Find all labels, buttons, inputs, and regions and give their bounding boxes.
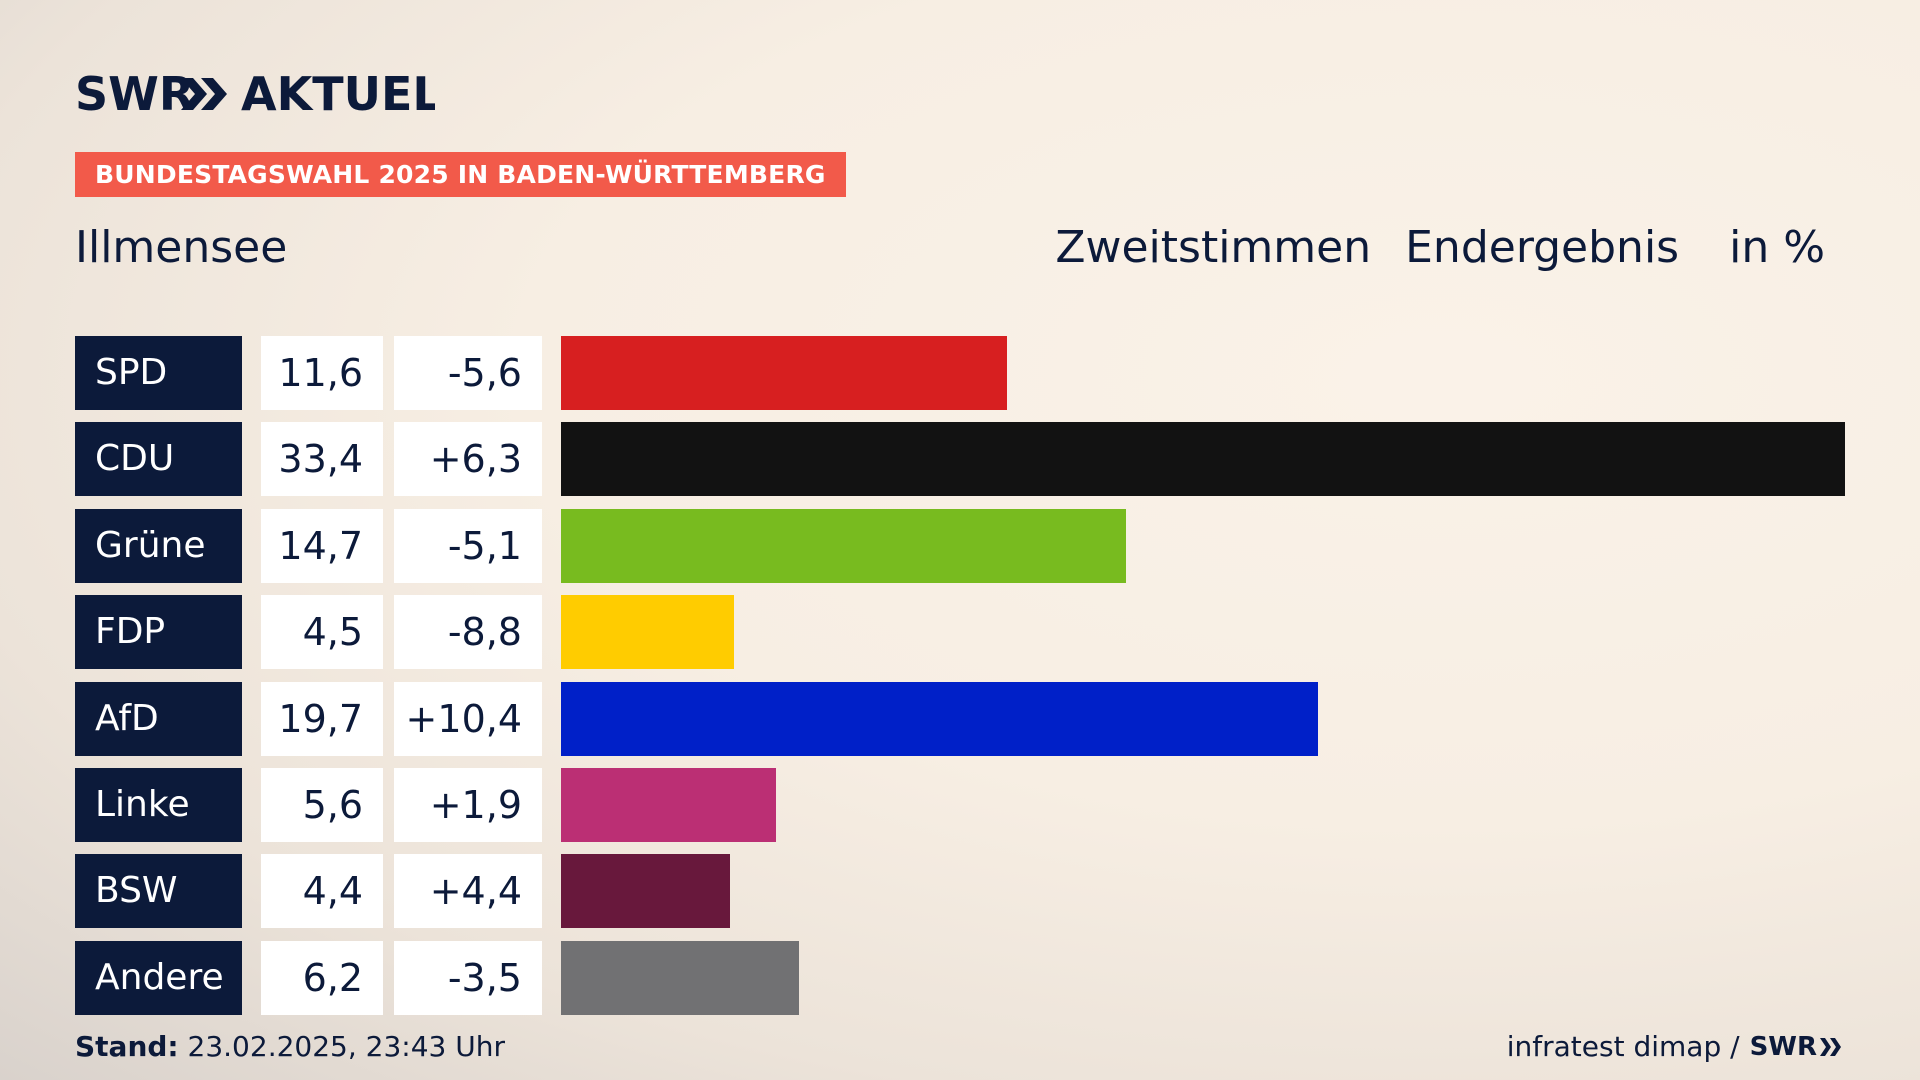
party-label: BSW <box>75 854 242 929</box>
svg-text:AKTUELL: AKTUELL <box>241 67 435 121</box>
place-name: Illmensee <box>75 222 288 273</box>
party-row: Grüne 14,7 -5,1 <box>75 508 1845 583</box>
party-label: Andere <box>75 940 242 1015</box>
result-bar <box>561 681 1318 756</box>
result-bar <box>561 854 730 929</box>
vote-change-value: +10,4 <box>394 681 542 756</box>
vote-share-value: 4,5 <box>261 595 383 670</box>
party-row: FDP 4,5 -8,8 <box>75 595 1845 670</box>
vote-change-value: +1,9 <box>394 768 542 842</box>
source-text: infratest dimap / <box>1506 1030 1740 1063</box>
swr-footer-logo-text: SWR <box>1749 1032 1817 1062</box>
party-label: CDU <box>75 422 242 497</box>
timestamp: Stand: 23.02.2025, 23:43 Uhr <box>75 1030 505 1064</box>
party-label: FDP <box>75 595 242 670</box>
vote-change-value: +4,4 <box>394 854 542 929</box>
vote-change-value: -3,5 <box>394 940 542 1015</box>
vote-change-value: -5,6 <box>394 336 542 410</box>
party-row: SPD 11,6 -5,6 <box>75 336 1845 410</box>
stand-value: 23.02.2025, 23:43 Uhr <box>187 1030 505 1063</box>
result-bar <box>561 336 1007 410</box>
swr-logo-icon: SWR AKTUELL <box>75 67 435 121</box>
unit-label: in % <box>1729 222 1825 273</box>
vote-share-value: 14,7 <box>261 508 383 583</box>
svg-text:SWR: SWR <box>75 67 194 121</box>
bar-track <box>561 768 1845 842</box>
chart-headings: Zweitstimmen Endergebnis in % <box>1055 220 1825 276</box>
party-label: Grüne <box>75 508 242 583</box>
vote-type-label: Zweitstimmen <box>1055 222 1372 273</box>
vote-change-value: +6,3 <box>394 422 542 497</box>
party-row: Andere 6,2 -3,5 <box>75 940 1845 1015</box>
result-bar <box>561 595 734 670</box>
vote-share-value: 5,6 <box>261 768 383 842</box>
party-row: Linke 5,6 +1,9 <box>75 768 1845 842</box>
party-row: BSW 4,4 +4,4 <box>75 854 1845 929</box>
vote-change-value: -5,1 <box>394 508 542 583</box>
election-banner: BUNDESTAGSWAHL 2025 IN BADEN-WÜRTTEMBERG <box>75 152 846 197</box>
party-label: AfD <box>75 681 242 756</box>
swr-aktuell-logo: SWR AKTUELL <box>75 66 435 122</box>
party-row: AfD 19,7 +10,4 <box>75 681 1845 756</box>
bar-track <box>561 595 1845 670</box>
swr-footer-logo: SWR <box>1750 1030 1845 1064</box>
party-label: SPD <box>75 336 242 410</box>
vote-change-value: -8,8 <box>394 595 542 670</box>
result-bar <box>561 768 776 842</box>
result-bar <box>561 508 1126 583</box>
bar-track <box>561 854 1845 929</box>
bar-track <box>561 336 1845 410</box>
result-bar <box>561 422 1845 497</box>
vote-share-value: 19,7 <box>261 681 383 756</box>
party-row: CDU 33,4 +6,3 <box>75 422 1845 497</box>
result-type-label: Endergebnis <box>1405 222 1680 273</box>
bar-track <box>561 940 1845 1015</box>
source-credit: infratest dimap / SWR <box>1507 1030 1845 1064</box>
chevrons-icon <box>1820 1038 1841 1056</box>
vote-share-value: 6,2 <box>261 940 383 1015</box>
result-bar <box>561 940 799 1015</box>
vote-share-value: 11,6 <box>261 336 383 410</box>
bar-track <box>561 422 1845 497</box>
stand-label: Stand: <box>75 1030 179 1063</box>
bar-track <box>561 508 1845 583</box>
vote-share-value: 4,4 <box>261 854 383 929</box>
vote-share-value: 33,4 <box>261 422 383 497</box>
bar-track <box>561 681 1845 756</box>
party-label: Linke <box>75 768 242 842</box>
